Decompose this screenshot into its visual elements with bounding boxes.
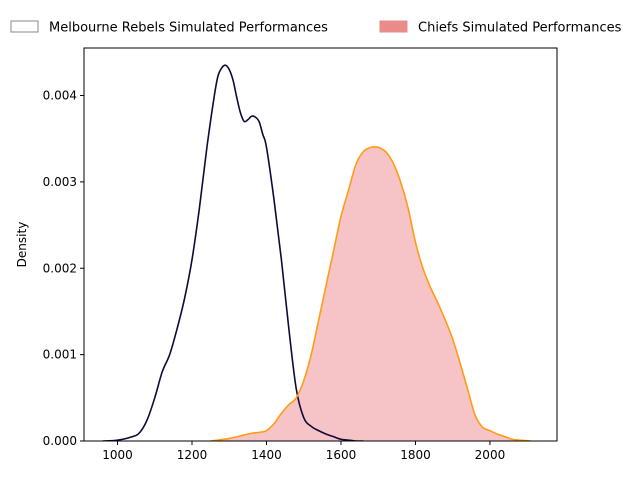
y-axis: 0.000 0.001 0.002 0.003 0.004 [43, 89, 84, 448]
plot-frame [83, 47, 558, 442]
y-tick-label: 0.002 [43, 261, 77, 275]
x-tick-label: 1600 [326, 448, 357, 462]
y-tick-label: 0.004 [43, 89, 77, 103]
legend-swatch [379, 20, 408, 33]
legend: Melbourne Rebels Simulated Performances C… [10, 20, 622, 36]
series-area-1 [210, 146, 531, 441]
y-axis-label: Density [15, 222, 29, 268]
legend-swatch [10, 20, 39, 33]
plot-area [102, 64, 531, 441]
x-tick-label: 1200 [177, 448, 208, 462]
y-tick-label: 0.001 [43, 348, 77, 362]
x-tick-label: 1400 [251, 448, 282, 462]
y-tick-label: 0.000 [43, 434, 77, 448]
series-line-0 [102, 64, 364, 441]
x-tick-label: 1000 [102, 448, 133, 462]
x-axis: 1000 1200 1400 1600 1800 2000 [102, 441, 505, 462]
legend-label: Chiefs Simulated Performances [418, 21, 622, 36]
series-line-1 [210, 145, 531, 441]
legend-label: Melbourne Rebels Simulated Performances [49, 21, 328, 36]
x-tick-label: 2000 [475, 448, 506, 462]
x-tick-label: 1800 [400, 448, 431, 462]
y-tick-label: 0.003 [43, 175, 77, 189]
